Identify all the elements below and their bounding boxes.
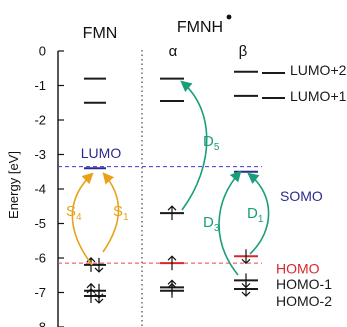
y-tick-label: -4 <box>34 182 46 197</box>
right-label: HOMO-1 <box>276 276 332 292</box>
spin-up-arrow <box>167 282 177 298</box>
column-title-fmn: FMN <box>83 25 118 42</box>
transition-arrow-d3 <box>218 170 242 276</box>
y-axis-ticks: 0 -1 -2 -3 -4 -5 -6 -7 -8 <box>34 44 64 327</box>
transition-arrow-s1 <box>102 172 120 253</box>
transition-label-d1: D1 <box>247 205 264 225</box>
right-label: SOMO <box>280 188 323 204</box>
radical-dot-icon <box>226 14 232 20</box>
transition-label-s4: S4 <box>66 203 82 223</box>
spin-down-arrow <box>241 249 251 265</box>
transition-label-d5: D5 <box>203 133 220 153</box>
right-label: HOMO-2 <box>276 293 332 309</box>
spin-up-arrow <box>86 288 96 303</box>
transition-label-d3: D3 <box>203 214 220 234</box>
y-tick-label: -5 <box>34 216 46 231</box>
lumo-label: LUMO <box>81 145 122 161</box>
column-title-fmnh: FMNH <box>177 14 232 36</box>
spin-down-arrow <box>94 257 104 273</box>
y-tick-label: 0 <box>39 44 46 59</box>
spin-down-arrow <box>94 288 104 304</box>
transition-arrow-d5 <box>180 80 208 211</box>
transition-label-s1: S1 <box>113 203 129 223</box>
y-tick-label: -6 <box>34 251 46 266</box>
spin-label-alpha: α <box>169 43 178 60</box>
spin-down-arrow <box>241 282 251 297</box>
y-tick-label: -3 <box>34 147 46 162</box>
y-tick-label: -2 <box>34 113 46 128</box>
y-tick-label: -7 <box>34 285 46 300</box>
right-label: LUMO+2 <box>290 62 347 78</box>
spin-up-arrow <box>167 205 177 221</box>
transition-arrow-d1 <box>247 172 270 255</box>
y-axis-label: Energy [eV] <box>6 151 21 219</box>
column-title-fmnh-text: FMNH <box>177 19 223 36</box>
spin-up-arrow <box>167 255 177 271</box>
y-tick-label: -8 <box>34 320 46 327</box>
transition-arrow-s4 <box>71 172 94 266</box>
right-label: HOMO <box>276 260 320 276</box>
reference-lines <box>58 166 262 264</box>
spin-label-beta: β <box>239 43 248 60</box>
right-label: LUMO+1 <box>290 88 347 104</box>
y-tick-label: -1 <box>34 78 46 93</box>
energy-levels <box>84 70 258 304</box>
